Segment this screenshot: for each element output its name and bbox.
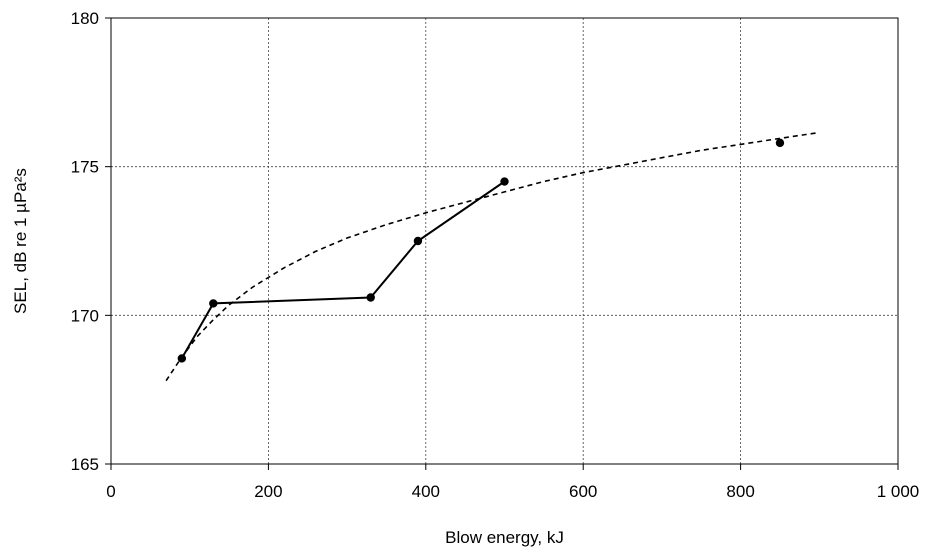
grid [111,18,898,464]
series-layer [165,131,820,382]
y-tick-label-2: 175 [71,158,99,177]
x-tick-label-2: 400 [412,482,440,501]
data-point-0-3 [413,236,423,246]
y-tick-label-0: 165 [71,455,99,474]
plot-frame [110,17,899,465]
x-tick-label-4: 800 [726,482,754,501]
data-point-0-1 [209,299,218,308]
trend-line [165,131,820,382]
series-line-0 [180,180,506,359]
data-point-1-0 [775,138,785,148]
y-tick-label-1: 170 [71,306,99,325]
y-tick-label-3: 180 [71,9,99,28]
x-tick-label-1: 200 [254,482,282,501]
x-tick-label-5: 1 000 [877,482,920,501]
data-point-0-2 [366,293,375,302]
data-point-0-4 [500,177,509,186]
y-axis-label: SEL, dB re 1 µPa²s [11,168,30,314]
data-point-0-0 [177,354,187,363]
x-axis-label: Blow energy, kJ [445,528,564,547]
y-axis: 165 170 175 180 [71,9,111,474]
x-tick-label-3: 600 [569,482,597,501]
x-tick-label-0: 0 [106,482,115,501]
x-axis: 0 200 400 600 800 1 000 [106,464,919,501]
